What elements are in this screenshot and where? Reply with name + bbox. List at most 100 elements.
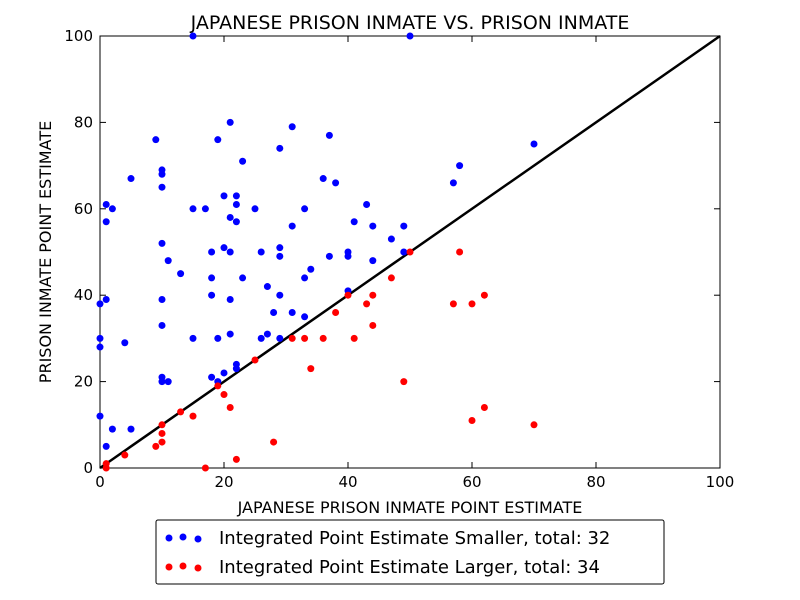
point-smaller — [387, 235, 395, 243]
point-larger — [400, 378, 408, 386]
point-larger — [307, 365, 315, 373]
point-smaller — [214, 334, 222, 342]
point-smaller — [127, 175, 135, 183]
point-larger — [480, 404, 488, 412]
point-smaller — [158, 239, 166, 247]
point-larger — [121, 451, 129, 459]
point-smaller — [288, 222, 296, 230]
point-smaller — [96, 343, 104, 351]
point-larger — [387, 274, 395, 282]
point-smaller — [189, 32, 197, 40]
legend-box — [155, 519, 665, 585]
point-smaller — [325, 252, 333, 260]
point-smaller — [232, 200, 240, 208]
point-smaller — [208, 291, 216, 299]
point-smaller — [369, 222, 377, 230]
point-smaller — [226, 330, 234, 338]
point-smaller — [102, 442, 110, 450]
point-larger — [152, 442, 160, 450]
point-smaller — [164, 257, 172, 265]
point-larger — [270, 438, 278, 446]
point-smaller — [96, 412, 104, 420]
point-smaller — [158, 321, 166, 329]
point-smaller — [288, 308, 296, 316]
point-smaller — [288, 123, 296, 131]
legend-label-larger: Integrated Point Estimate Larger, total:… — [219, 557, 600, 578]
point-smaller — [319, 175, 327, 183]
x-axis-label: JAPANESE PRISON INMATE POINT ESTIMATE — [237, 498, 583, 517]
point-smaller — [257, 248, 265, 256]
point-smaller — [177, 270, 185, 278]
point-larger — [158, 421, 166, 429]
point-larger — [301, 334, 309, 342]
point-smaller — [276, 334, 284, 342]
point-smaller — [350, 218, 358, 226]
point-larger — [344, 291, 352, 299]
point-smaller — [158, 296, 166, 304]
y-tick-label: 80 — [74, 113, 93, 131]
point-smaller — [226, 296, 234, 304]
point-larger — [319, 334, 327, 342]
point-larger — [251, 356, 259, 364]
point-smaller — [276, 244, 284, 252]
point-larger — [369, 291, 377, 299]
point-smaller — [301, 313, 309, 321]
point-smaller — [232, 365, 240, 373]
point-smaller — [121, 339, 129, 347]
y-tick-label: 60 — [74, 200, 93, 218]
point-smaller — [220, 369, 228, 377]
y-tick-label: 40 — [74, 286, 93, 304]
point-smaller — [158, 170, 166, 178]
point-smaller — [276, 291, 284, 299]
point-smaller — [263, 283, 271, 291]
point-smaller — [220, 192, 228, 200]
point-smaller — [189, 334, 197, 342]
point-larger — [332, 308, 340, 316]
point-smaller — [363, 200, 371, 208]
x-tick-label: 20 — [214, 473, 233, 491]
point-larger — [449, 300, 457, 308]
chart-title: JAPANESE PRISON INMATE VS. PRISON INMATE — [190, 12, 630, 34]
point-larger — [232, 455, 240, 463]
point-larger — [102, 464, 110, 472]
point-smaller — [164, 378, 172, 386]
x-tick-label: 60 — [462, 473, 481, 491]
point-smaller — [201, 205, 209, 213]
point-smaller — [301, 274, 309, 282]
y-tick-label: 0 — [83, 459, 93, 477]
point-larger — [468, 300, 476, 308]
point-smaller — [96, 300, 104, 308]
point-smaller — [239, 157, 247, 165]
point-smaller — [214, 136, 222, 144]
legend: Integrated Point Estimate Smaller, total… — [155, 519, 665, 585]
point-smaller — [325, 131, 333, 139]
plot-area: 0 20 40 60 80 100 0 20 40 60 80 100 — [64, 27, 734, 491]
legend-marker-larger — [165, 562, 202, 572]
point-larger — [406, 248, 414, 256]
point-larger — [158, 429, 166, 437]
point-smaller — [208, 274, 216, 282]
point-smaller — [239, 274, 247, 282]
point-smaller — [208, 248, 216, 256]
data-points — [96, 32, 538, 472]
point-smaller — [406, 32, 414, 40]
point-smaller — [344, 252, 352, 260]
point-smaller — [400, 248, 408, 256]
point-smaller — [102, 296, 110, 304]
point-larger — [226, 404, 234, 412]
point-larger — [158, 438, 166, 446]
legend-item-smaller: Integrated Point Estimate Smaller, total… — [165, 528, 610, 549]
series-larger-points — [102, 248, 538, 472]
point-larger — [369, 321, 377, 329]
point-smaller — [108, 205, 116, 213]
point-larger — [288, 334, 296, 342]
point-smaller — [270, 308, 278, 316]
point-smaller — [102, 200, 110, 208]
point-larger — [350, 334, 358, 342]
point-smaller — [530, 140, 538, 148]
point-smaller — [127, 425, 135, 433]
point-smaller — [257, 334, 265, 342]
point-smaller — [369, 257, 377, 265]
point-smaller — [332, 179, 340, 187]
